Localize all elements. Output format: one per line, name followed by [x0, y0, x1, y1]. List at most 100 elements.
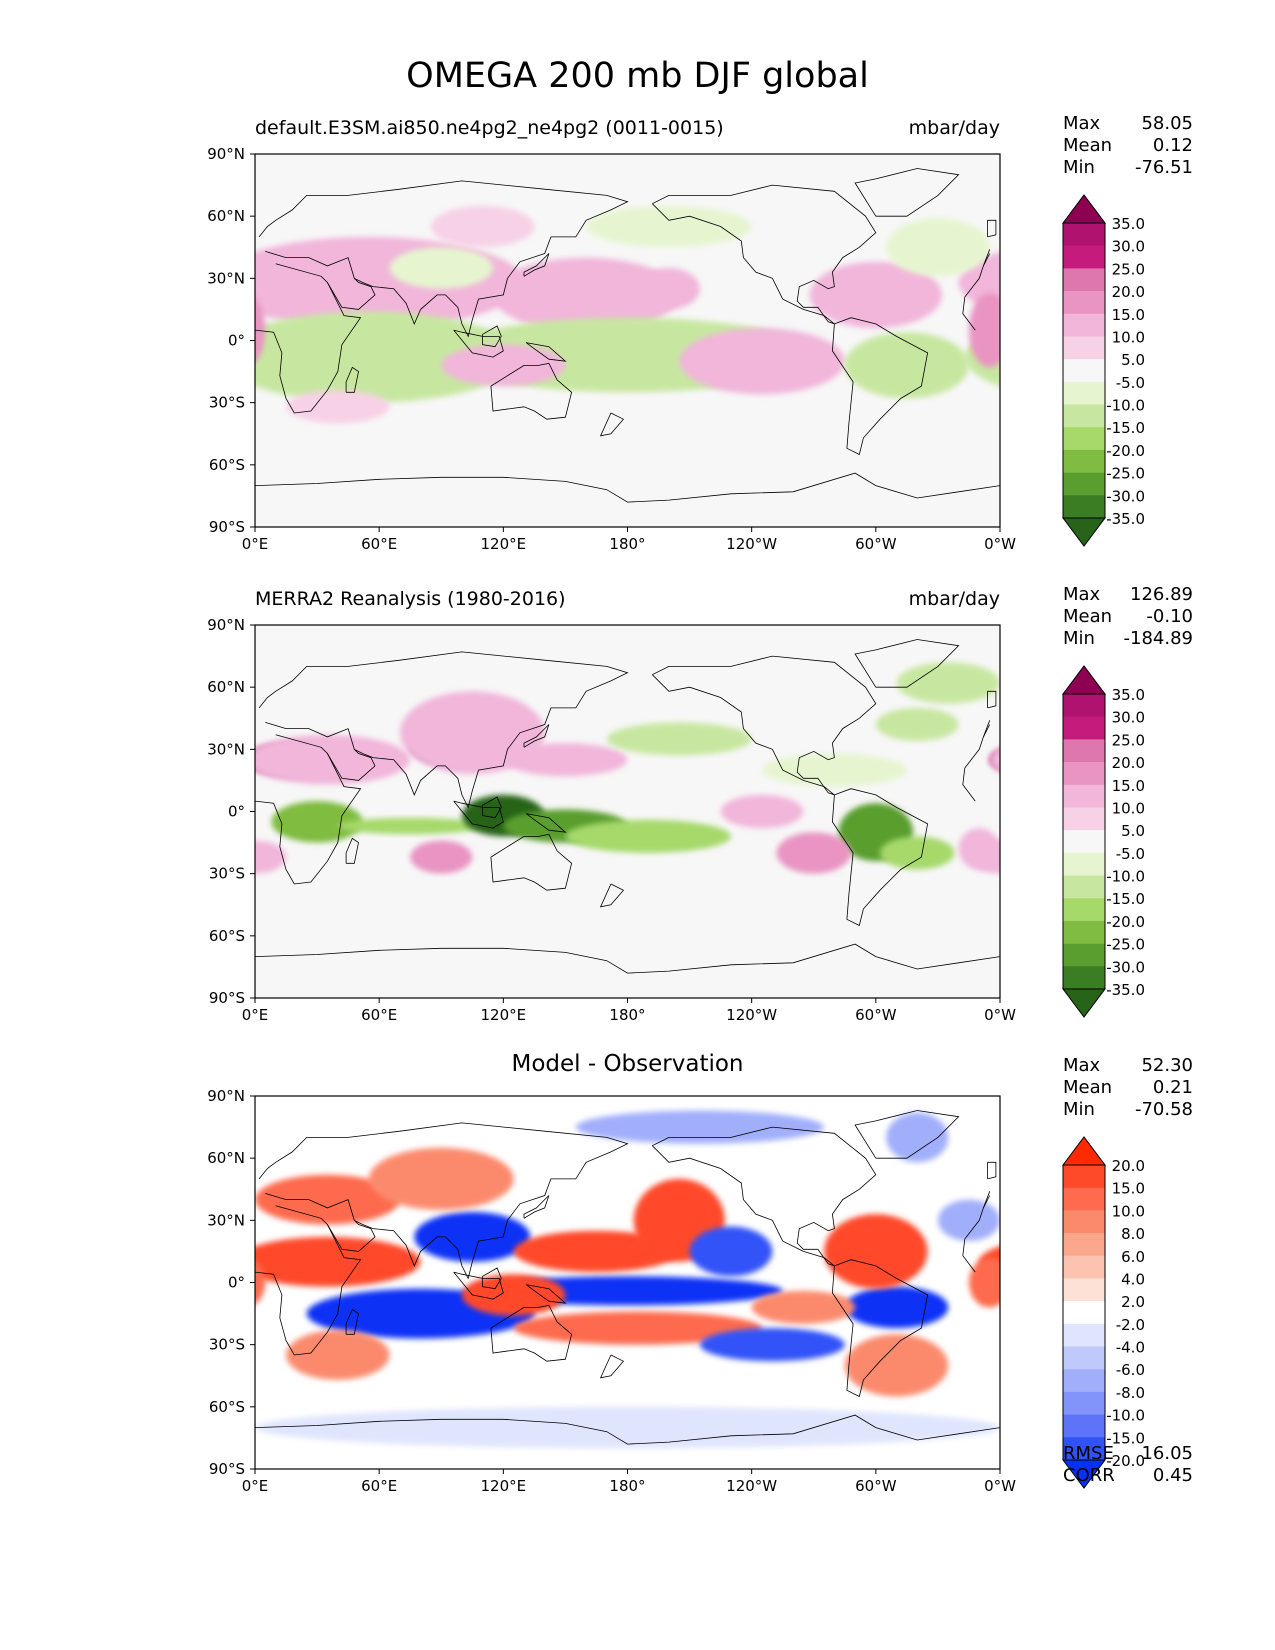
- coastline-3-0: [652, 655, 877, 796]
- colorbar-bin: [1063, 223, 1105, 246]
- colorbar-bin: [1063, 1278, 1105, 1302]
- coastline-9-0: [525, 1284, 567, 1304]
- coastline-5-0: [854, 639, 960, 688]
- y-tick-label: 30°N: [207, 269, 245, 287]
- field-anomaly-10: [679, 328, 845, 395]
- field-anomaly-17: [255, 840, 287, 874]
- field-anomaly-9: [844, 1286, 949, 1329]
- colorbar-tick-label: -20.0: [1106, 1452, 1145, 1470]
- colorbar-extend-max: [1062, 1136, 1106, 1166]
- coastline-0-1: [255, 263, 362, 414]
- x-tick-label: 0°W: [984, 1477, 1016, 1495]
- colorbar-tick-label: 25.0: [1112, 260, 1145, 278]
- x-tick-label: 60°W: [855, 1006, 897, 1024]
- panel-reference-stats: Max 126.89 Mean -0.10 Min -184.89: [1063, 584, 1193, 650]
- coastline-13-0: [599, 412, 625, 437]
- colorbar-bin: [1063, 1346, 1105, 1370]
- colorbar-tick-label: -15.0: [1106, 419, 1145, 437]
- stat-min-label: Min: [1063, 628, 1095, 649]
- colorbar-tick-label: 20.0: [1112, 754, 1145, 772]
- x-tick-label: 60°W: [855, 535, 897, 553]
- colorbar-bin: [1063, 291, 1105, 315]
- colorbar-tick-label: 20.0: [1112, 283, 1145, 301]
- stat-mean-label: Mean: [1063, 135, 1113, 156]
- colorbar-bin: [1063, 920, 1105, 944]
- field-anomaly-19: [937, 1199, 1000, 1242]
- panel-reference-units: mbar/day: [908, 588, 1000, 610]
- field-anomaly-7: [513, 1311, 763, 1345]
- colorbar-tick-label: 2.0: [1121, 1293, 1145, 1311]
- y-tick-label: 0°: [228, 332, 245, 350]
- colorbar-tick-label: -35.0: [1106, 981, 1145, 999]
- colorbar-tick-label: 5.0: [1121, 351, 1145, 369]
- field-anomaly-13: [844, 1334, 949, 1397]
- coastline-6-0: [490, 1304, 573, 1362]
- field-anomaly-10: [824, 1214, 928, 1289]
- colorbar-bin: [1063, 381, 1105, 405]
- coastline-7-0: [453, 1271, 504, 1300]
- x-tick-label: 0°E: [242, 1006, 269, 1024]
- colorbar-tick-label: 35.0: [1112, 215, 1145, 233]
- colorbar-tick-label: 20.0: [1112, 1157, 1145, 1175]
- coastlines: [255, 639, 1000, 974]
- colorbar-bin: [1063, 739, 1105, 763]
- stat-mean-value: 0.12: [1152, 135, 1193, 156]
- stat-mean-label: Mean: [1063, 1077, 1113, 1098]
- colorbar-tick-label: 8.0: [1121, 1225, 1145, 1243]
- colorbar-tick-label: -20.0: [1106, 442, 1145, 460]
- colorbar-tick-label: 15.0: [1112, 1180, 1145, 1198]
- colorbar-tick-label: -6.0: [1116, 1361, 1145, 1379]
- field-anomaly-18: [389, 247, 493, 289]
- colorbar-bin: [1063, 1210, 1105, 1234]
- colorbar-tick-label: 35.0: [1112, 686, 1145, 704]
- stat-mean-label: Mean: [1063, 606, 1113, 627]
- field-anomaly-15: [896, 662, 1000, 704]
- colorbar-tick-label: 15.0: [1112, 306, 1145, 324]
- colorbar-tick-label: 10.0: [1112, 328, 1145, 346]
- colorbar-bin: [1063, 1414, 1105, 1438]
- colorbar-tick-label: -10.0: [1106, 1407, 1145, 1425]
- y-tick-label: 90°N: [207, 1087, 245, 1105]
- colorbar-bin: [1063, 404, 1105, 428]
- coastline-0-2: [962, 736, 984, 802]
- colorbar-bin: [1063, 1301, 1105, 1325]
- stat-max-label: Max: [1063, 584, 1101, 605]
- coastline-7-0: [453, 329, 504, 358]
- colorbar-bin: [1063, 359, 1105, 383]
- colorbar-bin: [1063, 336, 1105, 360]
- colorbar-bin: [1063, 807, 1105, 831]
- field-anomaly-21-wrap: [255, 1260, 266, 1305]
- colorbar-tick-label: -8.0: [1116, 1384, 1145, 1402]
- field-anomaly-9: [565, 819, 731, 853]
- field-anomaly-15: [255, 1174, 400, 1225]
- colorbar-tick-label: -5.0: [1116, 374, 1145, 392]
- colorbar-frame: [1062, 693, 1106, 990]
- corr-value: 0.45: [1152, 1465, 1193, 1486]
- coastline-1-1: [258, 180, 629, 338]
- field-anomaly-14: [286, 1330, 390, 1380]
- field-anomaly-20: [720, 794, 804, 829]
- x-tick-label: 60°E: [361, 1006, 397, 1024]
- colorbar-tick-label: 4.0: [1121, 1270, 1145, 1288]
- colorbar-bin: [1063, 268, 1105, 292]
- field-anomaly-4: [503, 743, 628, 777]
- coastline-0-1: [255, 734, 362, 885]
- colorbar-extend-max: [1062, 665, 1106, 695]
- coastline-2-0: [327, 1220, 376, 1252]
- coastline-5-0: [854, 168, 960, 217]
- y-tick-label: 90°N: [207, 145, 245, 163]
- coastline-4-0: [831, 788, 929, 927]
- colorbar: 35.0 30.0 25.0 20.0 15.0 10.0 5.0 -5.0 -10.0 -15.…: [1062, 665, 1145, 1018]
- colorbar-bin: [1063, 966, 1105, 990]
- field-anomaly-17: [575, 1110, 825, 1144]
- coastline-0-2: [962, 265, 984, 331]
- y-tick-label: 90°S: [209, 518, 245, 536]
- field-anomaly-14: [844, 332, 969, 399]
- field-anomaly-20: [286, 390, 390, 424]
- colorbar-tick-label: -4.0: [1116, 1339, 1145, 1357]
- colorbar-tick-label: 25.0: [1112, 731, 1145, 749]
- x-tick-label: 120°E: [481, 535, 527, 553]
- colorbar-tick-label: -10.0: [1106, 397, 1145, 415]
- colorbar-tick-label: 6.0: [1121, 1248, 1145, 1266]
- coastline-3-0: [652, 184, 877, 325]
